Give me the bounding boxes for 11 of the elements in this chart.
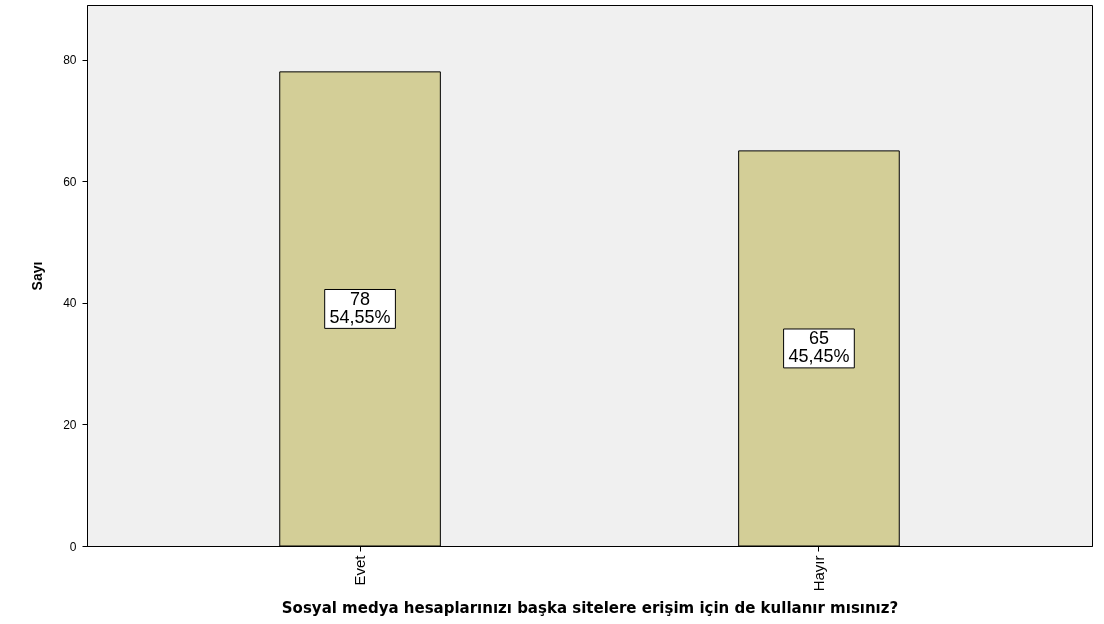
y-axis-title: Sayı bbox=[29, 261, 46, 291]
y-tick-label: 0 bbox=[69, 539, 77, 554]
y-tick-label: 60 bbox=[63, 174, 77, 189]
x-axis-title: Sosyal medya hesaplarınızı başka sitelere erişim için de kullanır mısınız? bbox=[281, 599, 899, 618]
data-label: 78 54,55% bbox=[329, 288, 391, 327]
x-tick-label: Evet bbox=[351, 554, 369, 586]
x-tick-label: Hayır bbox=[809, 555, 827, 592]
y-tick-label: 80 bbox=[63, 53, 77, 68]
y-tick-label: 40 bbox=[63, 296, 77, 311]
y-tick-label: 20 bbox=[63, 417, 77, 432]
data-label: 65 45,45% bbox=[788, 328, 850, 367]
